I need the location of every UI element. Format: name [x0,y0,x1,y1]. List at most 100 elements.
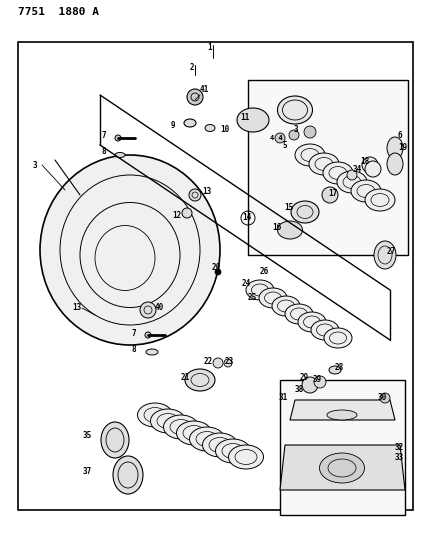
Ellipse shape [285,304,313,324]
Ellipse shape [259,288,287,308]
Text: 22: 22 [204,358,213,367]
Ellipse shape [101,422,129,458]
Text: 8: 8 [131,345,136,354]
Bar [280,380,405,515]
Text: 6: 6 [398,131,403,140]
Text: 7: 7 [131,328,136,337]
Text: 16: 16 [273,223,282,232]
Ellipse shape [184,119,196,127]
Ellipse shape [151,409,185,433]
Text: 5: 5 [282,141,287,149]
Text: 28: 28 [335,364,344,373]
Circle shape [314,376,326,388]
Text: 13: 13 [72,303,81,312]
Text: 20: 20 [212,263,221,272]
Circle shape [215,269,221,275]
Text: 27: 27 [387,247,396,256]
Text: 2: 2 [190,63,194,72]
Circle shape [347,170,357,180]
Circle shape [224,359,232,367]
Text: 8: 8 [101,148,106,157]
Ellipse shape [387,153,403,175]
Text: 33: 33 [395,454,404,463]
Text: 15: 15 [285,203,294,212]
Circle shape [362,157,378,173]
Bar [248,80,408,255]
Ellipse shape [324,328,352,348]
Ellipse shape [277,96,312,124]
Text: 10: 10 [220,125,229,134]
Ellipse shape [40,155,220,345]
Text: 7: 7 [101,131,106,140]
Text: 30: 30 [378,393,387,402]
Text: 25: 25 [248,293,257,302]
Circle shape [365,161,381,177]
Text: 29: 29 [300,374,309,383]
Ellipse shape [216,439,250,463]
Text: 12: 12 [173,211,182,220]
Ellipse shape [351,180,381,202]
Ellipse shape [374,241,396,269]
Ellipse shape [277,221,303,239]
Text: 3: 3 [33,160,38,169]
Circle shape [189,189,201,201]
Ellipse shape [327,410,357,420]
Ellipse shape [115,152,125,157]
Text: 3: 3 [294,125,299,134]
Ellipse shape [205,125,215,132]
Text: 32: 32 [395,443,404,453]
Ellipse shape [365,189,395,211]
Circle shape [187,89,203,105]
Ellipse shape [163,415,199,439]
Text: 18: 18 [360,157,369,166]
Circle shape [182,208,192,218]
Ellipse shape [309,153,339,175]
Circle shape [322,187,338,203]
Text: 26: 26 [260,268,269,277]
Circle shape [115,135,121,141]
Text: 21: 21 [181,374,190,383]
Text: 13: 13 [202,188,211,197]
Text: 34: 34 [353,166,362,174]
Text: 17: 17 [328,189,337,198]
Ellipse shape [337,171,367,193]
Text: 35: 35 [83,431,92,440]
Ellipse shape [329,366,341,374]
Text: 23: 23 [225,358,234,367]
Ellipse shape [387,137,403,159]
Text: 4 4: 4 4 [270,135,283,141]
Ellipse shape [229,445,264,469]
Bar [18,42,413,510]
Text: 40: 40 [155,303,164,312]
Polygon shape [280,445,405,490]
Circle shape [289,130,299,140]
Circle shape [304,126,316,138]
Circle shape [213,358,223,368]
Text: 38: 38 [295,385,304,394]
Circle shape [145,332,151,338]
Circle shape [140,302,156,318]
Ellipse shape [311,320,339,340]
Text: 24: 24 [242,279,251,287]
Text: 19: 19 [398,143,407,152]
Text: 9: 9 [170,120,175,130]
Ellipse shape [176,421,211,445]
Ellipse shape [113,456,143,494]
Ellipse shape [202,433,238,457]
Ellipse shape [137,403,172,427]
Ellipse shape [298,312,326,332]
Text: 41: 41 [200,85,209,94]
Text: 31: 31 [279,393,288,402]
Circle shape [302,377,318,393]
Text: 1: 1 [208,44,212,52]
Text: 7751  1880 A: 7751 1880 A [18,7,99,17]
Ellipse shape [237,108,269,132]
Ellipse shape [185,369,215,391]
Text: 11: 11 [240,114,249,123]
Text: 14: 14 [243,214,252,222]
Text: 37: 37 [83,467,92,477]
Ellipse shape [246,280,274,300]
Ellipse shape [323,162,353,184]
Ellipse shape [319,453,365,483]
Circle shape [275,133,285,143]
